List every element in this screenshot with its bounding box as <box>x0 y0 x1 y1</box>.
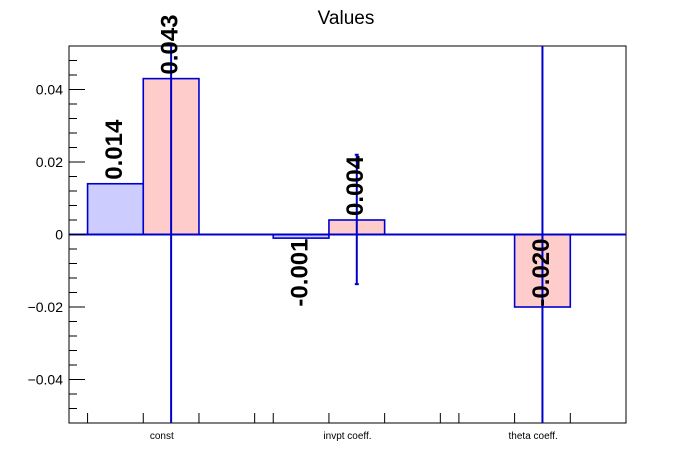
error-bars-layer <box>170 46 544 423</box>
value-label-3: 0.004 <box>342 155 369 216</box>
value-label-2: -0.001 <box>286 239 313 307</box>
bars-layer <box>86 77 572 308</box>
y-axis: −0.04 −0.02 0 0.02 0.04 <box>28 45 85 424</box>
y-tick-label: 0 <box>55 227 63 243</box>
y-tick-label: 0.02 <box>36 154 63 170</box>
x-tick-label: theta coeff. <box>509 431 558 442</box>
x-tick-label: const <box>150 431 174 442</box>
value-labels-layer: 0.014 0.043 -0.001 0.004 -0.020 <box>101 15 555 307</box>
bar-0 <box>86 182 145 236</box>
x-axis: const invpt coeff. theta coeff. <box>87 413 627 442</box>
x-tick-label: invpt coeff. <box>323 431 371 442</box>
chart-title: Values <box>318 8 375 29</box>
y-tick-label: 0.04 <box>36 82 63 98</box>
y-tick-label: −0.04 <box>28 372 64 388</box>
value-label-5: -0.020 <box>528 239 555 307</box>
y-tick-label: −0.02 <box>28 299 64 315</box>
value-label-1: 0.043 <box>156 15 183 75</box>
value-label-0: 0.014 <box>101 119 128 180</box>
